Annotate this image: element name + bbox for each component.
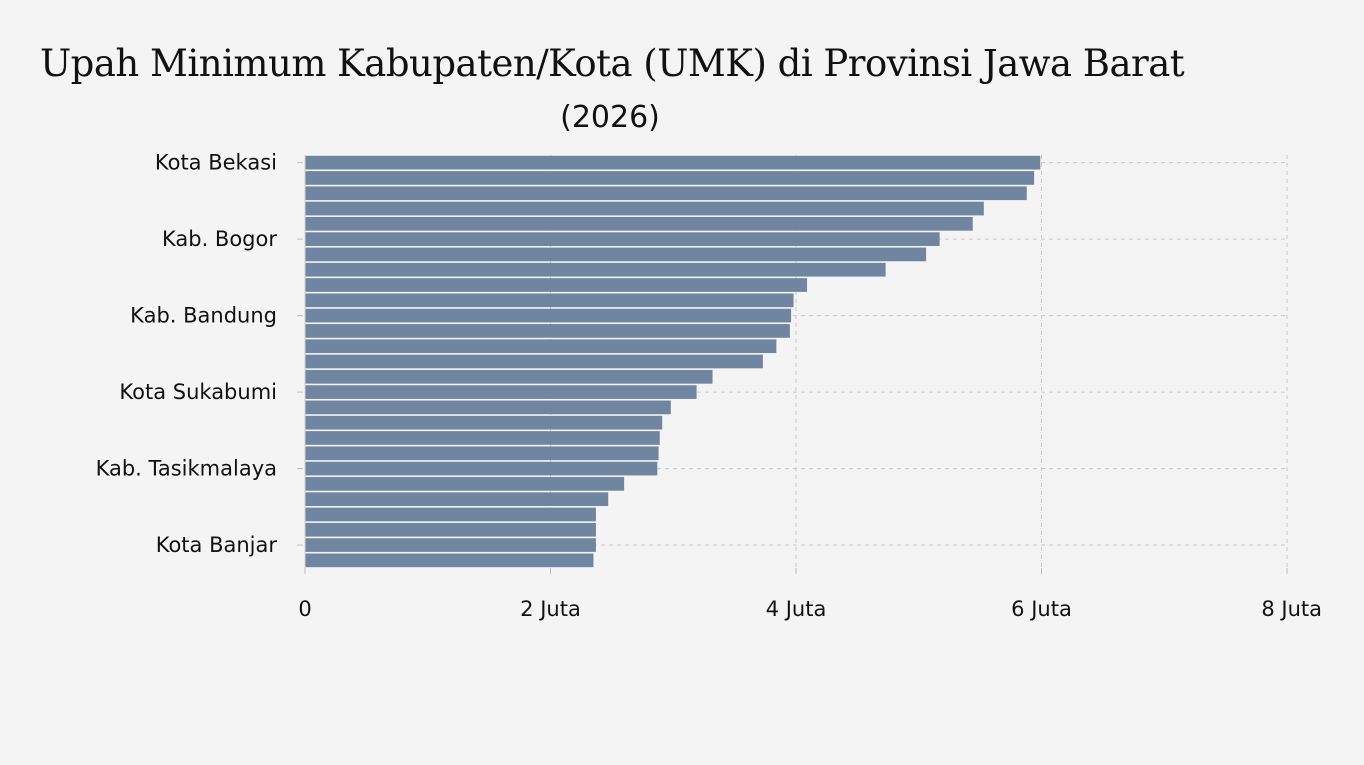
bar	[305, 339, 777, 354]
bar	[305, 293, 794, 308]
bar	[305, 201, 984, 216]
bar	[305, 522, 596, 537]
bar	[305, 186, 1027, 201]
bar	[305, 446, 659, 461]
bar	[305, 369, 713, 384]
bar	[305, 385, 697, 399]
bar	[305, 553, 594, 568]
bar	[305, 247, 927, 262]
bar	[305, 477, 625, 491]
bar	[305, 171, 1035, 185]
chart-subtitle: (2026)	[560, 100, 660, 135]
x-tick-label: 0	[298, 597, 311, 621]
bar	[305, 155, 1041, 170]
bar	[305, 216, 973, 231]
bar	[305, 232, 940, 246]
bar	[305, 461, 658, 476]
x-tick-label: 8 Juta	[1261, 597, 1322, 621]
bar	[305, 492, 609, 507]
bar	[305, 354, 763, 369]
bar	[305, 308, 792, 323]
chart-title: Upah Minimum Kabupaten/Kota (UMK) di Pro…	[40, 42, 1185, 85]
x-tick-label: 6 Juta	[1011, 597, 1072, 621]
bar	[305, 324, 790, 338]
y-tick-label: Kota Banjar	[156, 533, 278, 557]
y-tick-label: Kab. Tasikmalaya	[96, 457, 277, 481]
x-tick-label: 4 Juta	[766, 597, 827, 621]
bar	[305, 507, 596, 522]
y-tick-label: Kab. Bandung	[130, 304, 277, 328]
y-tick-label: Kab. Bogor	[162, 227, 277, 251]
x-tick-label: 2 Juta	[520, 597, 581, 621]
bar	[305, 415, 663, 430]
bar	[305, 278, 808, 292]
y-tick-label: Kota Sukabumi	[119, 380, 277, 404]
y-tick-label: Kota Bekasi	[155, 151, 277, 175]
bar	[305, 538, 596, 552]
bar	[305, 262, 886, 277]
bar	[305, 400, 671, 415]
bar	[305, 431, 660, 445]
